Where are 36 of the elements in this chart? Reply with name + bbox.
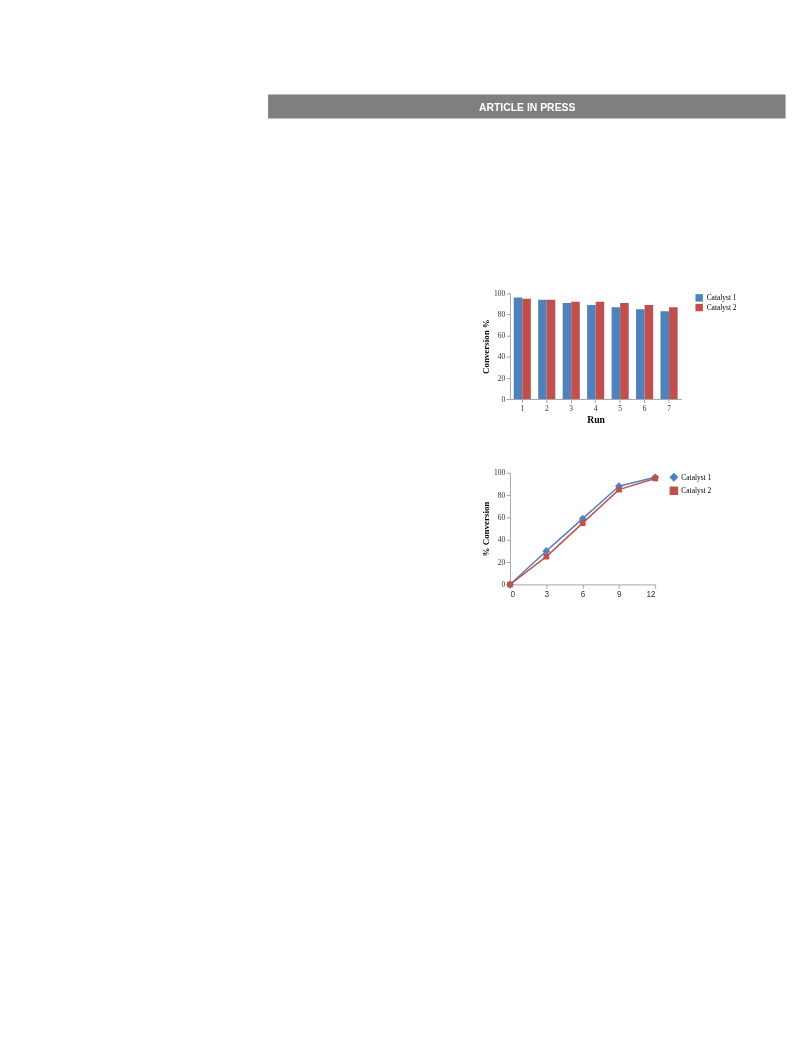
y-tick-label: 100 [494, 468, 506, 478]
x-tick-label: 0 [510, 589, 516, 599]
y-tick-label: 0 [501, 580, 506, 590]
x-tick-label: 3 [569, 403, 574, 413]
y-tick-label: 20 [497, 557, 506, 567]
point [579, 520, 586, 526]
legend-label: Catalyst 1 [706, 293, 737, 303]
text: ARTICLE IN PRESS [478, 101, 576, 113]
y-tick-label: 60 [497, 331, 506, 341]
x-tick-label: 6 [580, 589, 586, 599]
x-tick-label: 2 [544, 403, 549, 413]
legend-label: Catalyst 1 [681, 472, 712, 482]
x-tick-label: 12 [646, 589, 657, 599]
y-tick-label: 60 [497, 513, 506, 523]
x-axis-title: Run [587, 413, 606, 425]
x-tick-label: 5 [618, 403, 623, 413]
y-tick-label: 80 [497, 310, 506, 320]
y-tick-label: 40 [497, 535, 506, 545]
y-tick-label: 40 [497, 352, 506, 362]
legend-label: Catalyst 2 [706, 302, 737, 312]
point [543, 553, 550, 560]
y-tick-label: 100 [494, 288, 506, 298]
y-tick-label: 0 [501, 394, 506, 404]
x-tick-label: 1 [520, 403, 525, 413]
x-tick-label: 9 [617, 589, 623, 599]
y-axis-title: Conversion % [480, 319, 491, 375]
x-tick-label: 3 [544, 589, 550, 599]
y-axis-title: % Conversion [480, 501, 491, 557]
legend-label: Catalyst 2 [681, 485, 712, 495]
y-tick-label: 80 [497, 490, 506, 500]
x-tick-label: 7 [667, 403, 672, 413]
x-tick-label: 6 [642, 403, 647, 413]
point [542, 547, 551, 555]
y-tick-label: 20 [497, 373, 506, 383]
point [616, 486, 622, 493]
x-tick-label: 4 [593, 403, 598, 413]
